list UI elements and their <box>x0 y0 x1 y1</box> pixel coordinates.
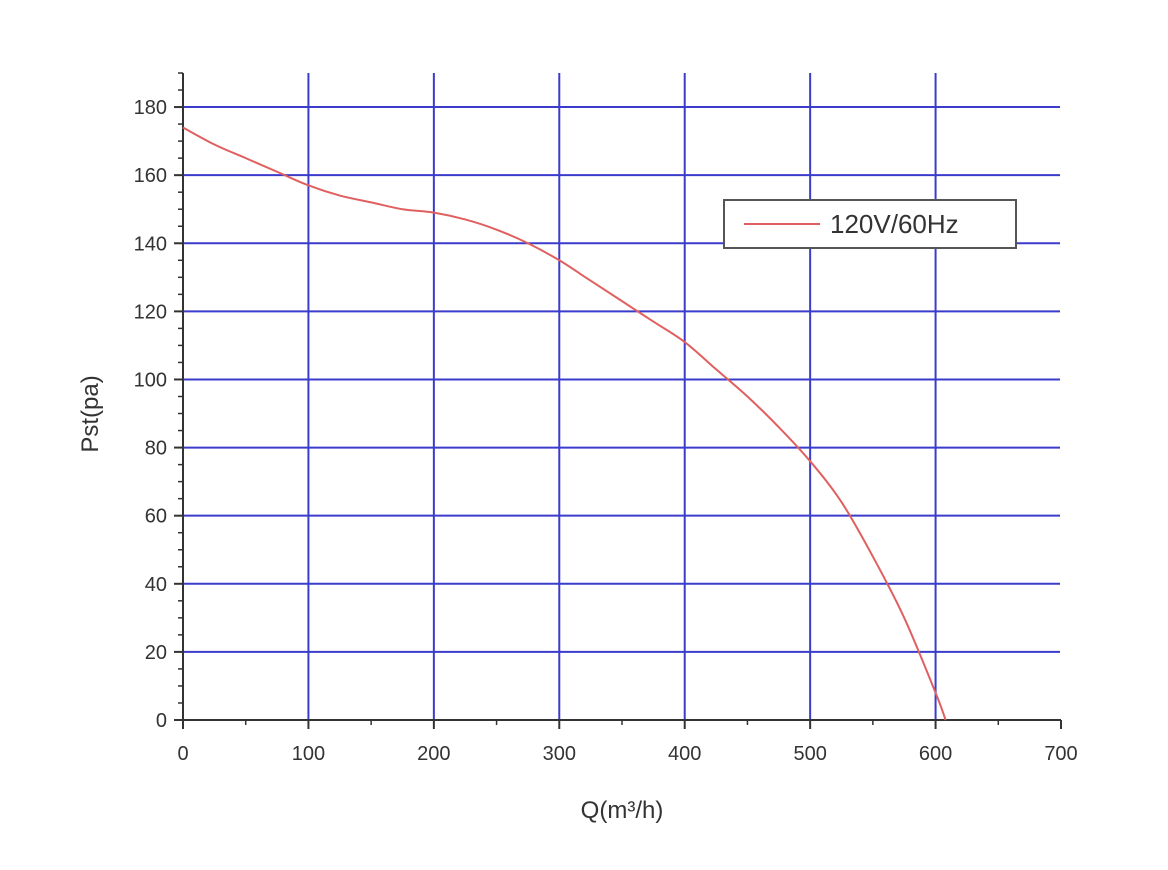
legend-box <box>723 199 1017 249</box>
x-tick-label: 700 <box>1044 743 1077 765</box>
x-tick-label: 500 <box>793 743 826 765</box>
x-tick-label: 100 <box>292 743 325 765</box>
x-tick-label: 200 <box>417 743 450 765</box>
y-axis-label: Pst(pa) <box>77 375 104 452</box>
y-tick-label: 180 <box>134 97 167 119</box>
x-tick-label: 400 <box>668 743 701 765</box>
x-tick-label: 600 <box>919 743 952 765</box>
ticks: 0 100 200 300 400 500 600 700 0 20 40 60 80 100 120 140… <box>134 72 1078 765</box>
series-line-120v-60hz <box>182 126 947 721</box>
x-tick-label: 0 <box>177 743 188 765</box>
x-tick-label: 300 <box>543 743 576 765</box>
y-tick-label: 140 <box>134 233 167 255</box>
y-tick-label: 60 <box>145 506 167 528</box>
y-tick-label: 160 <box>134 165 167 187</box>
legend: 120V/60Hz <box>723 199 1017 249</box>
y-tick-label: 120 <box>134 301 167 323</box>
y-tick-label: 0 <box>156 710 167 732</box>
y-tick-label: 40 <box>145 574 167 596</box>
x-axis-label: Q(m³/h) <box>581 797 664 824</box>
y-tick-label: 20 <box>145 642 167 664</box>
legend-label: 120V/60Hz <box>830 209 959 239</box>
series-group <box>182 126 947 721</box>
y-tick-label: 80 <box>145 438 167 460</box>
y-tick-label: 100 <box>134 369 167 391</box>
